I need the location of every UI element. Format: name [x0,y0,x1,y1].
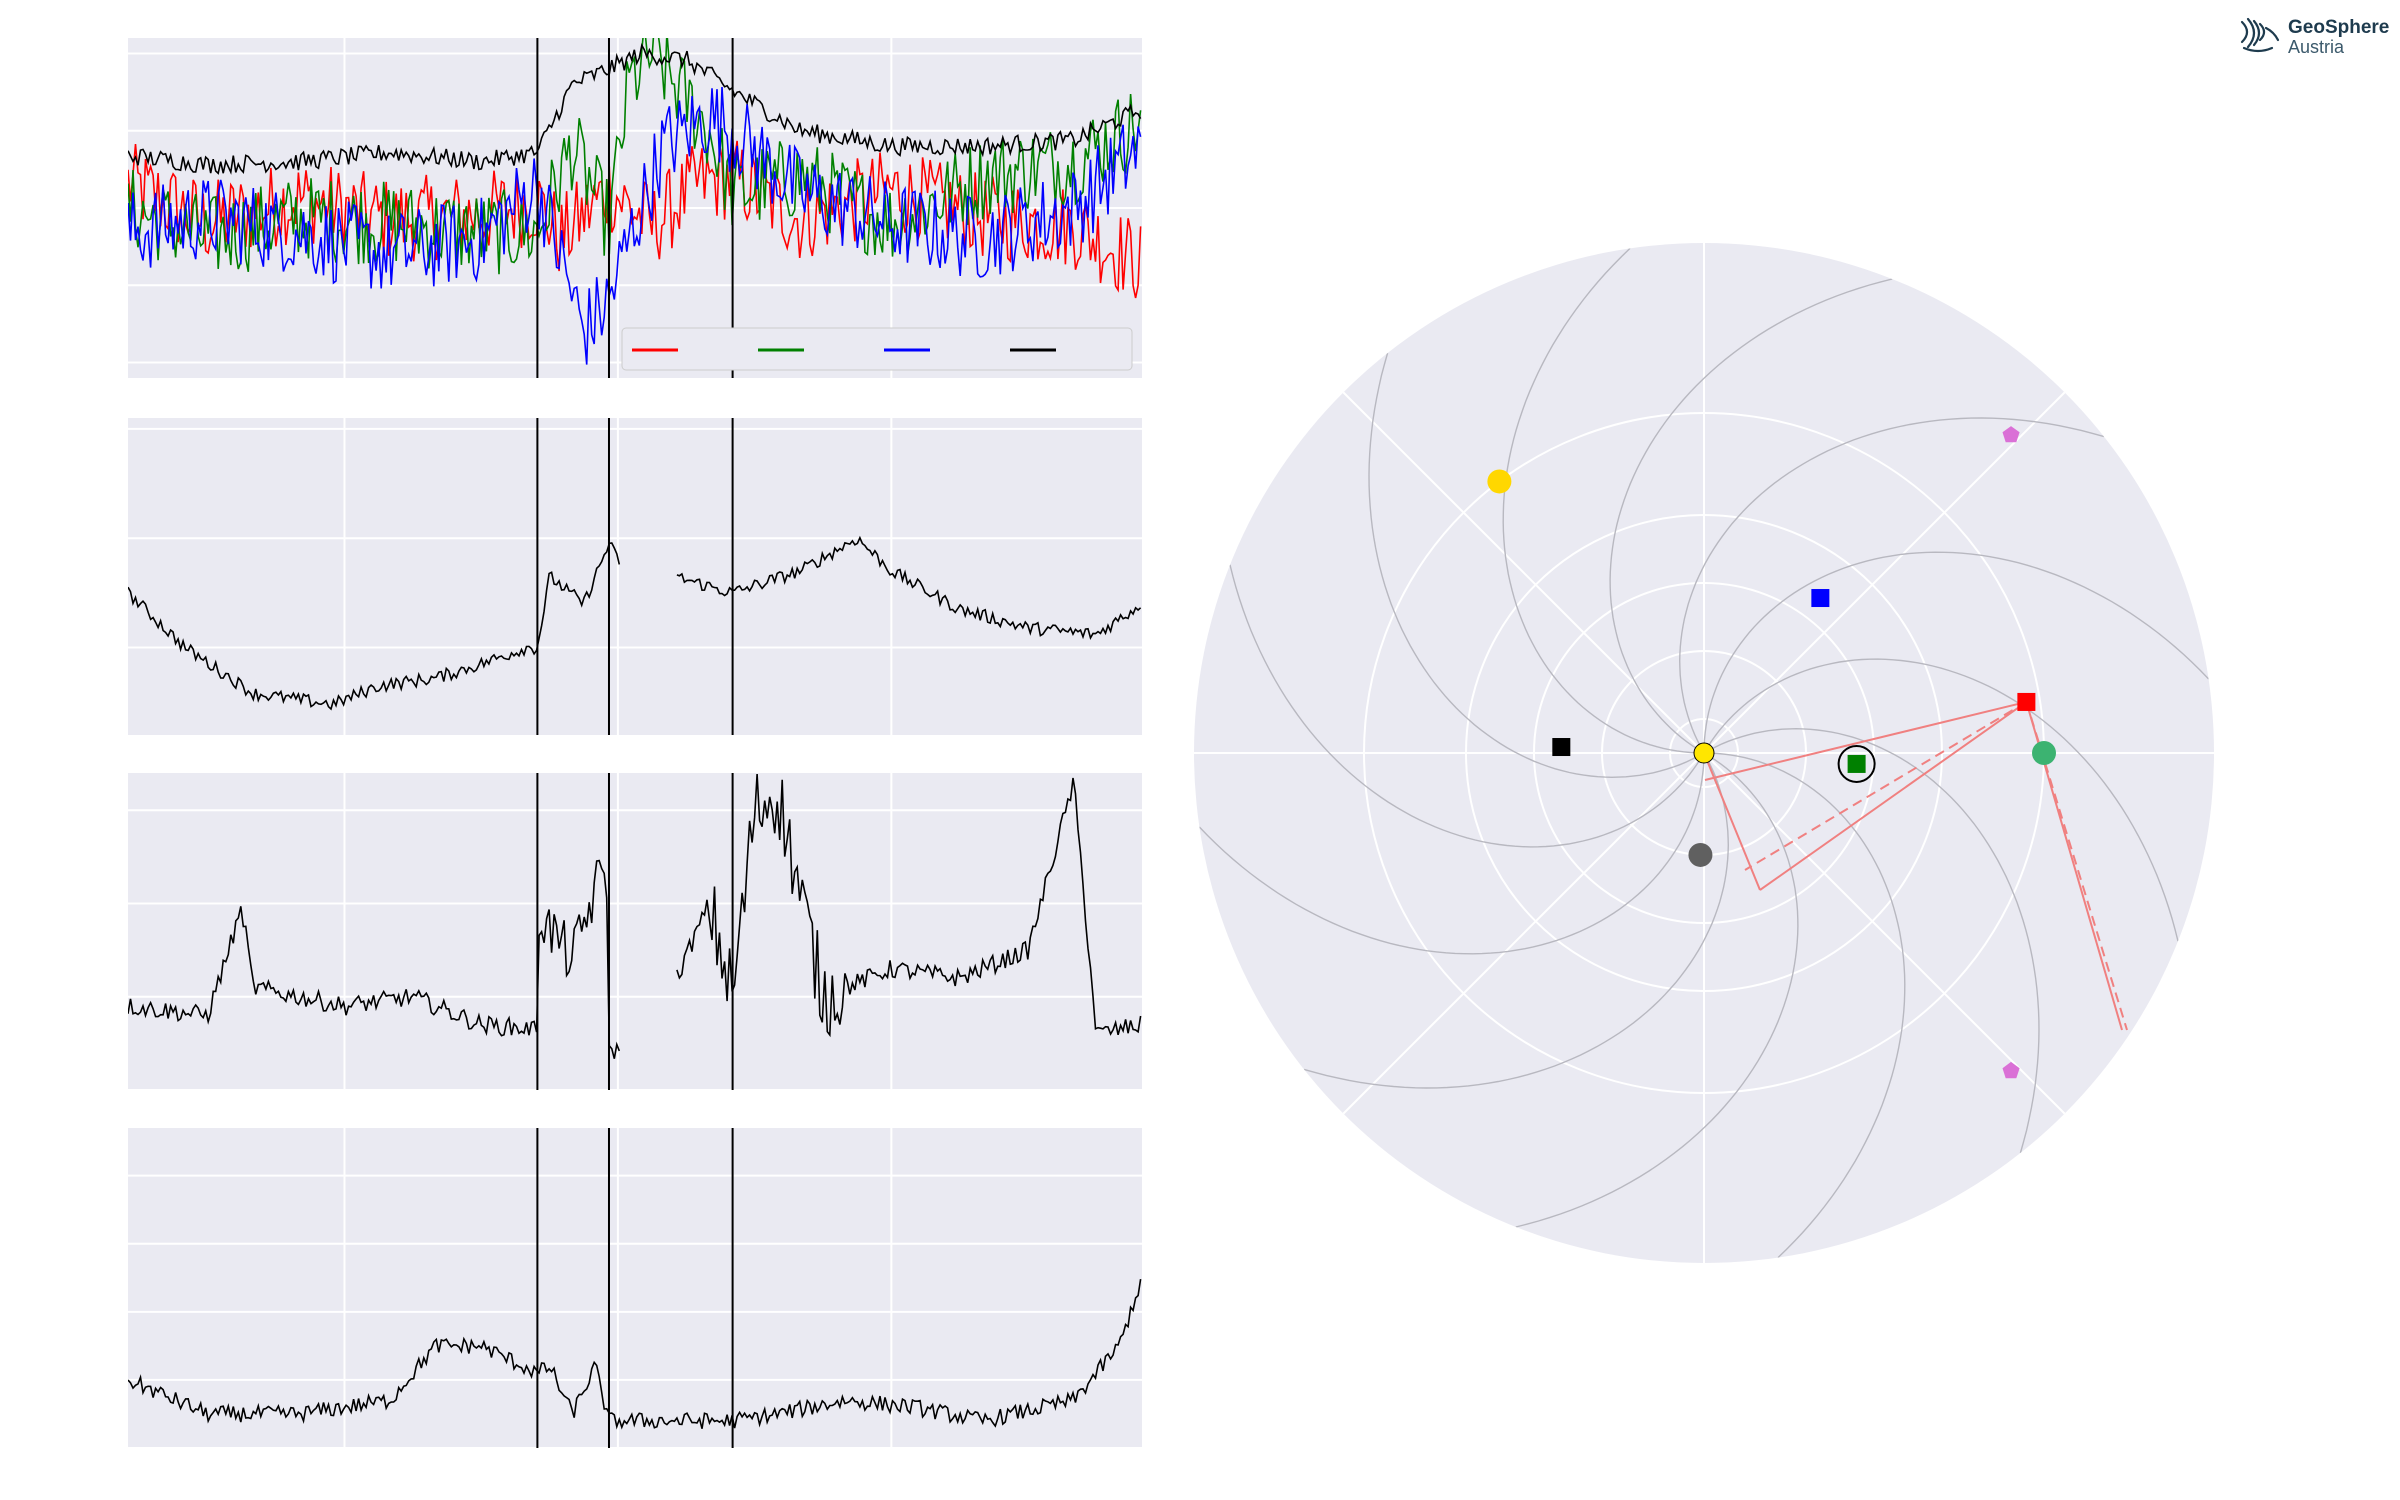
parker-spiral [1703,551,2210,747]
parker-spirals [1198,247,2210,1259]
series-line-By [128,38,1142,275]
solar-orbiter-ring [1837,744,1876,783]
geosphere-logo-icon [2240,17,2280,53]
fov-line-solid [1704,700,2027,781]
marker-earth [2032,741,2056,765]
parker-spiral [1515,755,1799,1228]
angular-grid-spoke [1342,752,1705,1115]
marker-bepicolombo [1811,589,1830,608]
marker-parker-solar-probe [1552,738,1571,757]
logo-line-2: Austria [2288,36,2345,57]
parker-spiral [1502,247,1698,754]
fov-line-dashed [1744,701,2027,871]
parker-spiral [1706,658,2179,942]
angular-grid-spoke [1703,752,2066,1115]
panel-density [128,773,1142,1091]
angular-grid-spoke [1342,391,1705,754]
parker-spiral [1229,564,1702,848]
series-line-data [128,1278,1142,1430]
legend-box [621,327,1133,371]
marker-object-9 [2002,426,2020,443]
marker-object-10 [2002,1061,2020,1079]
fov-line-solid [1759,701,2027,891]
panel-background [128,418,1142,735]
fov-line-solid [1703,752,1761,891]
series-line-Btotal [128,43,1142,175]
series-line-Bz [128,86,1142,365]
parker-spiral [1709,727,2040,1154]
parker-spiral [1368,352,1699,779]
parker-spiral [1303,758,1730,1089]
panel-background [128,1128,1142,1448]
polar-position-plot [1194,243,2214,1263]
panel-temperature [128,1128,1142,1449]
parker-spiral [1609,278,1893,751]
panel-background [128,773,1142,1090]
geosphere-logo: GeoSphere Austria [2236,14,2389,60]
time-series-panels [128,38,1142,1449]
marker-object-8 [1688,842,1713,867]
legend [621,327,1133,371]
logo-line-1: GeoSphere [2288,16,2390,38]
panel-speed [128,418,1142,735]
parker-spiral [1198,759,1705,955]
panel-magnetic-field [128,38,1142,378]
parker-spiral [1678,417,2105,748]
parker-spiral [1710,752,1906,1259]
marker-solar-orbiter [1847,754,1866,773]
marker-object-7 [1487,469,1512,494]
angular-grid-spoke [1703,391,2066,754]
marker-stereo-a [2017,692,2036,711]
marker-sun [1693,742,1715,764]
